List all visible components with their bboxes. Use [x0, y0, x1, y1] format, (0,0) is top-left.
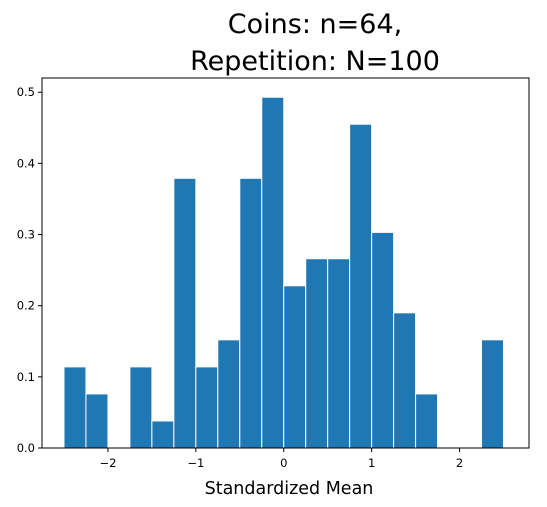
chart-title-line-2: Repetition: N=100: [190, 46, 440, 77]
x-tick-label-1: −1: [187, 456, 204, 470]
x-tick-label-0: −2: [99, 456, 116, 470]
histogram-bar-7: [217, 339, 241, 449]
histogram-bar-3: [129, 366, 153, 449]
x-axis-label: Standardized Mean: [205, 479, 374, 499]
bars-group: [63, 96, 505, 449]
histogram-bar-8: [239, 177, 263, 449]
histogram-bar-11: [305, 258, 329, 449]
histogram-bar-19: [481, 339, 505, 449]
histogram-bar-9: [261, 96, 285, 449]
histogram-bar-12: [327, 258, 351, 449]
plot-frame: [41, 77, 530, 449]
histogram-bar-14: [371, 231, 395, 449]
y-tick-label-2: 0.2: [17, 299, 35, 313]
histogram-bar-16: [415, 393, 439, 449]
histogram-bar-1: [85, 393, 109, 449]
histogram-bar-13: [349, 123, 373, 449]
histogram-bar-6: [195, 366, 219, 449]
x-axis-ticks: −2 −1 0 1 2: [99, 448, 463, 470]
y-tick-label-1: 0.1: [17, 370, 35, 384]
x-tick-label-3: 1: [368, 456, 375, 470]
histogram-bar-0: [63, 366, 87, 449]
y-tick-label-5: 0.5: [17, 85, 35, 99]
histogram-bar-4: [151, 420, 175, 449]
y-tick-label-0: 0.0: [17, 441, 35, 455]
y-tick-label-3: 0.3: [17, 228, 35, 242]
y-axis-ticks: 0.0 0.1 0.2 0.3 0.4 0.5: [17, 85, 42, 455]
histogram-bar-15: [393, 312, 417, 449]
chart-title-line-1: Coins: n=64,: [228, 9, 402, 40]
x-tick-label-4: 2: [456, 456, 463, 470]
histogram-bar-5: [173, 177, 197, 449]
y-tick-label-4: 0.4: [17, 156, 35, 170]
histogram-bar-10: [283, 285, 307, 449]
x-tick-label-2: 0: [280, 456, 287, 470]
